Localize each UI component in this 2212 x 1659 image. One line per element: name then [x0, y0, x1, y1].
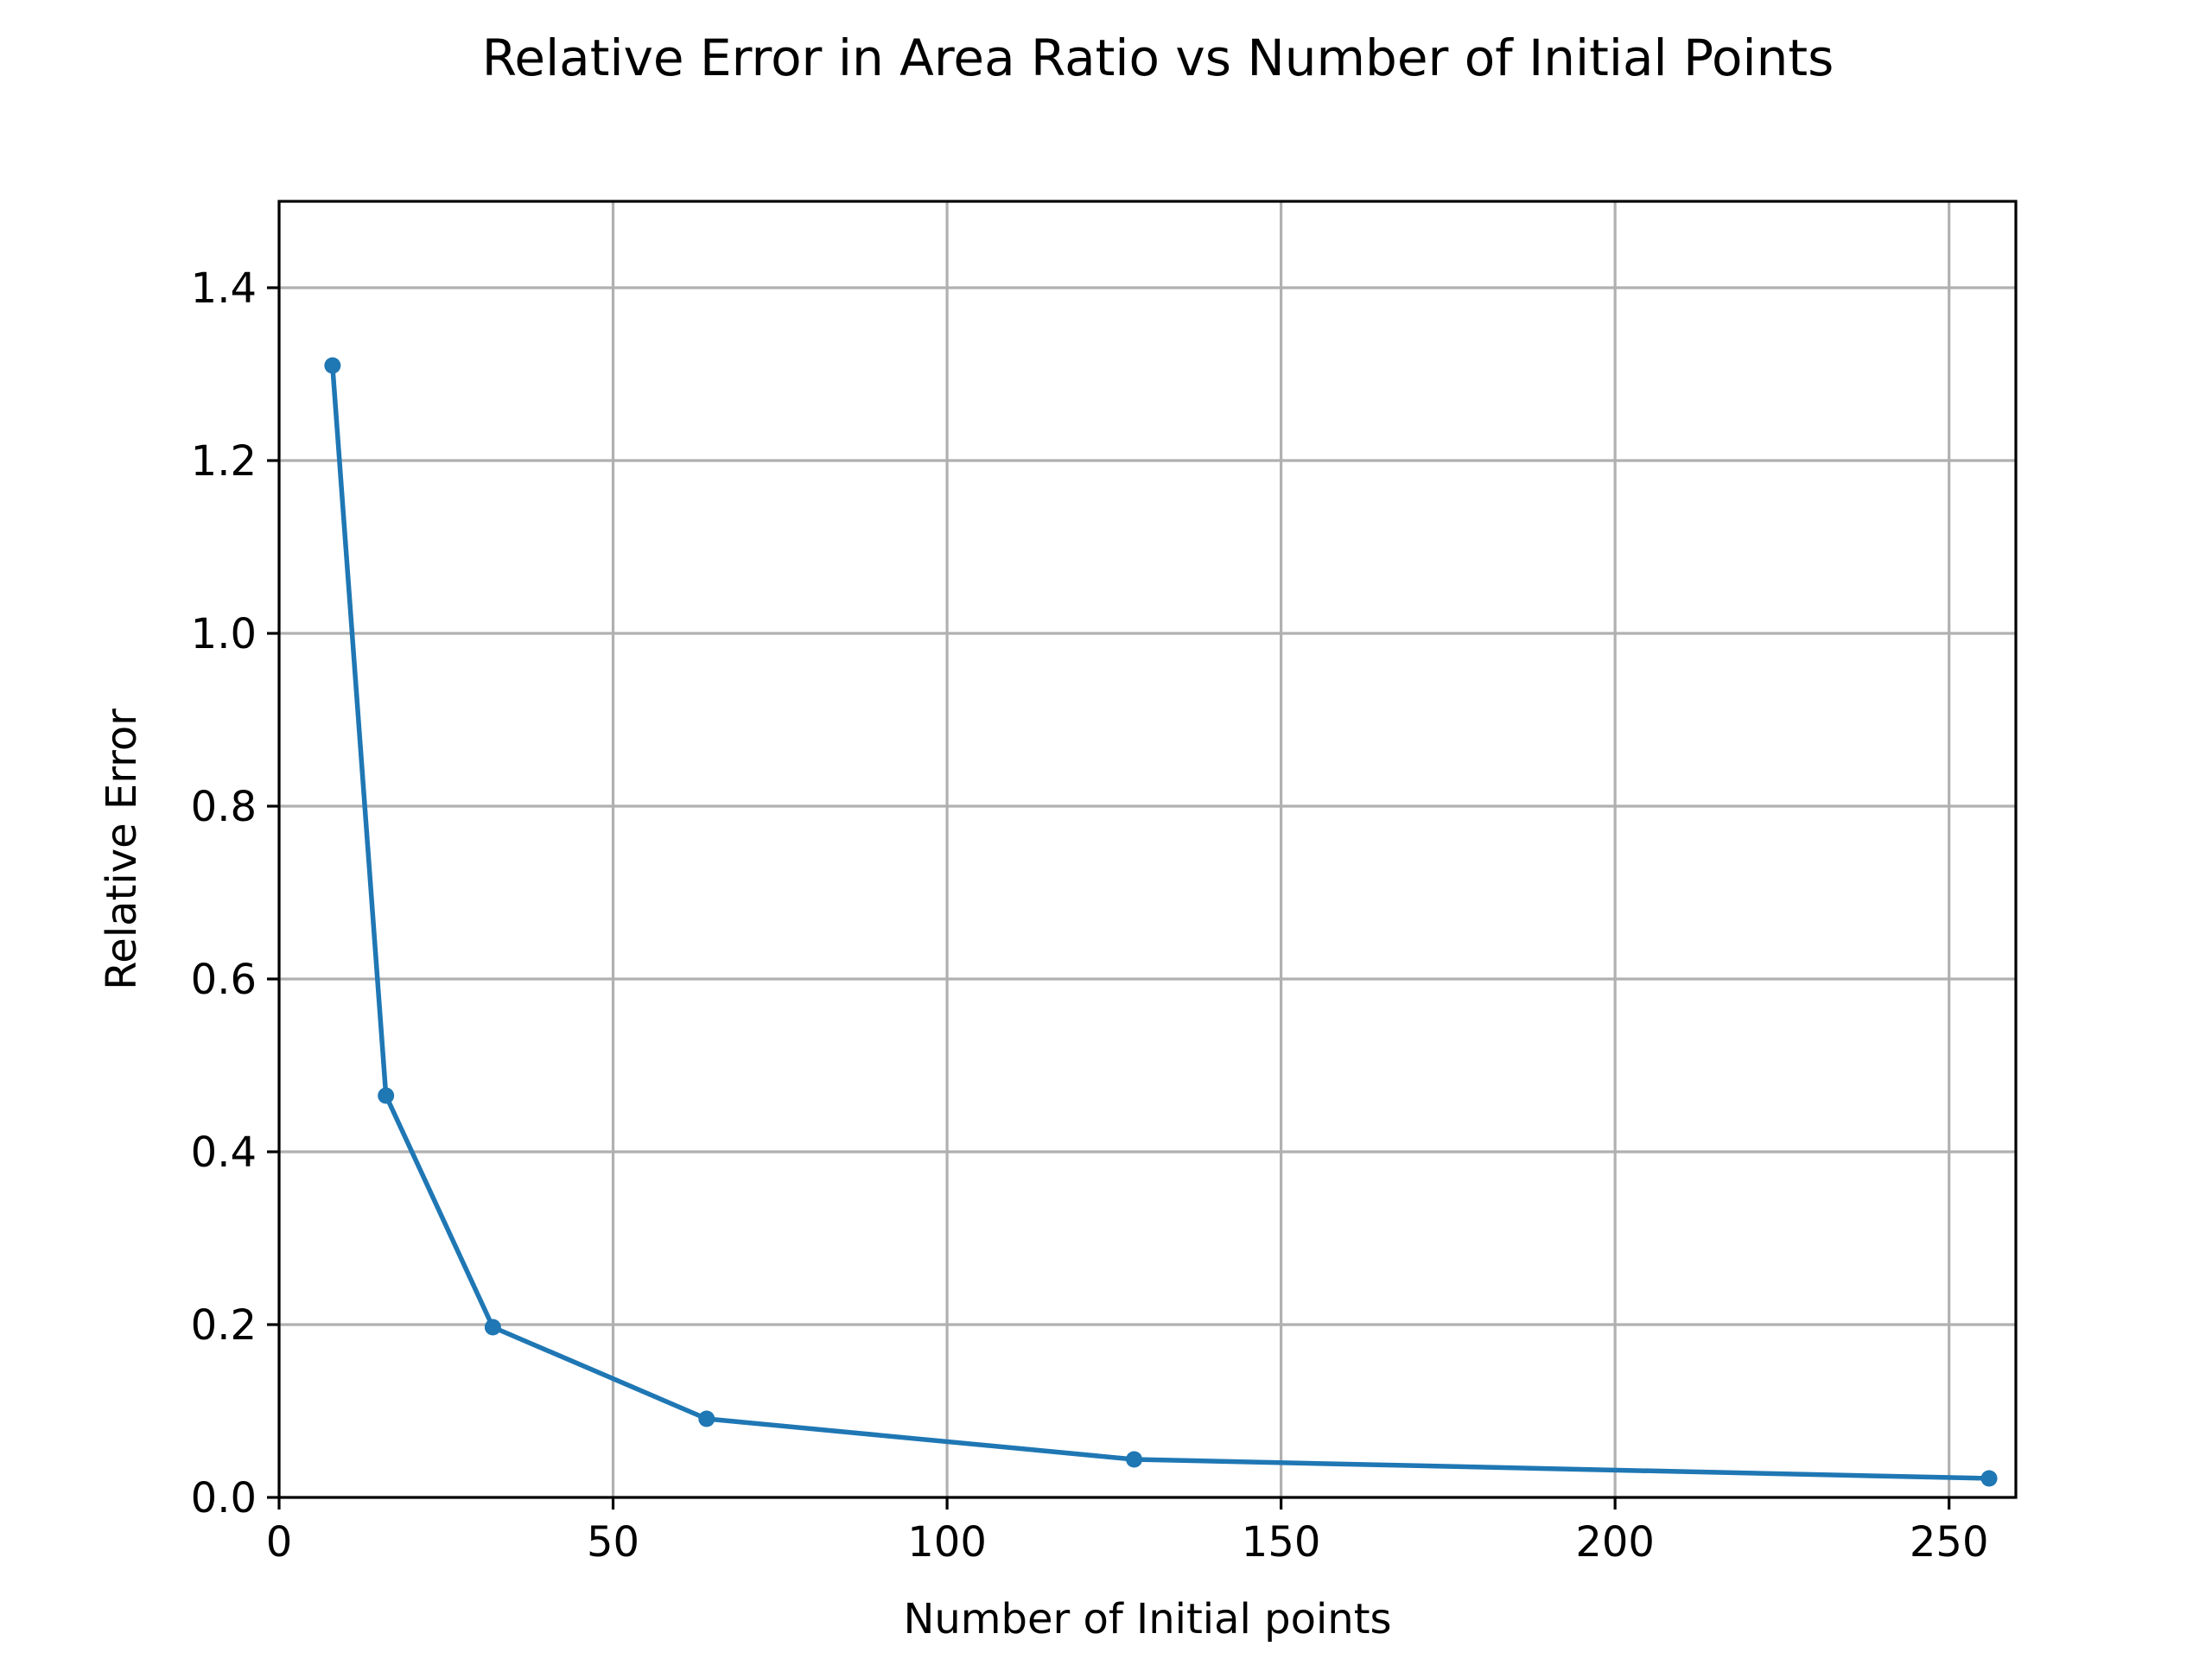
y-tick-label: 0.4: [191, 1128, 257, 1177]
chart-title: Relative Error in Area Ratio vs Number o…: [482, 29, 1834, 87]
series-layer: [324, 357, 1998, 1487]
x-tick-label: 0: [266, 1518, 293, 1567]
data-point: [378, 1087, 395, 1104]
y-tick-label: 1.4: [191, 264, 257, 313]
data-point: [1126, 1451, 1143, 1468]
data-point: [698, 1410, 715, 1427]
y-tick-label: 1.0: [191, 610, 257, 658]
data-point: [484, 1319, 501, 1336]
data-point: [1980, 1470, 1998, 1487]
series-line: [330, 365, 1990, 1481]
x-tick-label: 100: [907, 1518, 987, 1567]
y-axis-label: Relative Error: [98, 709, 146, 990]
y-tick-label: 0.8: [191, 783, 257, 831]
ticks: 0 50 100 150 200 250 0.0 0.2 0.4 0.6 0.8 1.0 1.2 1.4: [191, 264, 1989, 1567]
x-tick-label: 250: [1910, 1518, 1989, 1567]
plot-frame: [277, 200, 2018, 1499]
x-tick-label: 150: [1242, 1518, 1321, 1567]
grid: [277, 201, 2016, 1499]
data-point: [324, 357, 341, 374]
x-tick-label: 200: [1575, 1518, 1655, 1567]
y-tick-label: 0.0: [191, 1474, 257, 1522]
y-tick-label: 0.6: [191, 956, 257, 1004]
y-tick-label: 1.2: [191, 437, 257, 486]
y-tick-label: 0.2: [191, 1301, 257, 1350]
x-tick-label: 50: [587, 1518, 639, 1567]
x-axis-label: Number of Initial points: [903, 1595, 1391, 1643]
